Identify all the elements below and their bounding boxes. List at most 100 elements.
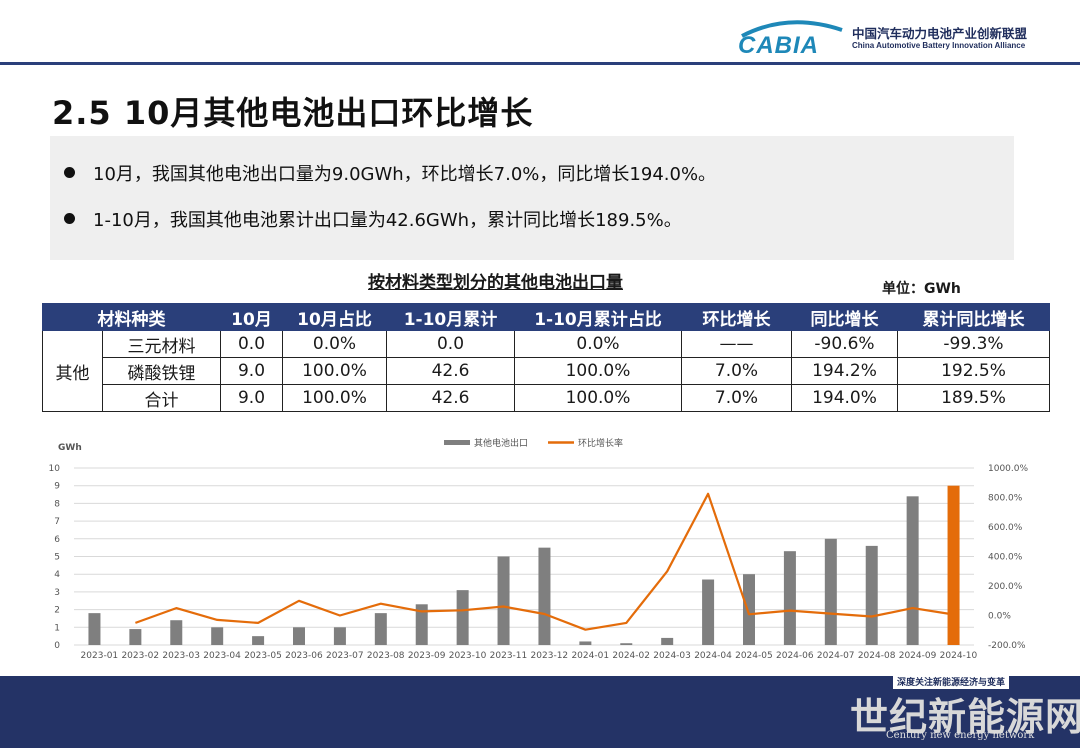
bar	[211, 627, 224, 645]
export-chart: 0 1 2 3 4 5 6 7 8 9 10 -200.0% 0.0% 200.0% 400.0% 600.0…	[40, 430, 1040, 666]
y-tick-label: 2	[54, 606, 60, 616]
x-tick-label: 2024-02	[612, 651, 650, 661]
bar	[170, 620, 183, 645]
bar	[129, 629, 142, 645]
bar	[865, 545, 878, 645]
cell: 192.5%	[897, 357, 1050, 385]
th-oct: 10月	[220, 303, 283, 331]
page-title: 2.5 10月其他电池出口环比增长	[52, 94, 534, 132]
y2-tick-label: 0.0%	[988, 612, 1011, 622]
th-material: 材料种类	[42, 303, 221, 331]
th-yoy: 同比增长	[791, 303, 898, 331]
bar	[252, 636, 265, 645]
y-tick-label: 6	[54, 535, 60, 545]
x-tick-label: 2024-06	[776, 651, 814, 661]
summary-box: 10月，我国其他电池出口量为9.0GWh，环比增长7.0%，同比增长194.0%…	[50, 136, 1014, 260]
table-row: 合计 9.0 100.0% 42.6 100.0% 7.0% 194.0% 18…	[43, 384, 1050, 412]
th-mom: 环比增长	[681, 303, 792, 331]
x-tick-label: 2024-07	[817, 651, 855, 661]
cell: 0.0	[220, 330, 283, 358]
y2-tick-label: -200.0%	[988, 641, 1026, 651]
y-tick-label: 10	[49, 464, 61, 474]
y-axis-label: GWh	[58, 443, 82, 453]
x-tick-label: 2023-04	[203, 651, 241, 661]
x-tick-label: 2024-04	[694, 651, 732, 661]
y-tick-label: 4	[54, 570, 60, 580]
y2-tick-label: 400.0%	[988, 553, 1023, 563]
th-oct-share: 10月占比	[282, 303, 387, 331]
table-unit: 单位：GWh	[882, 281, 961, 297]
cell: ——	[681, 330, 792, 358]
x-tick-label: 2023-10	[449, 651, 487, 661]
y-tick-label: 0	[54, 641, 60, 651]
x-tick-label: 2023-06	[285, 651, 323, 661]
y-tick-label: 9	[54, 482, 60, 492]
x-tick-label: 2024-08	[858, 651, 896, 661]
bar	[947, 485, 960, 645]
th-ytd-yoy: 累计同比增长	[897, 303, 1050, 331]
x-tick-label: 2023-09	[408, 651, 446, 661]
y-tick-label: 5	[54, 553, 60, 563]
bar	[415, 604, 428, 645]
bullet-dot-icon	[64, 213, 75, 224]
th-ytd: 1-10月累计	[386, 303, 515, 331]
bar	[661, 637, 674, 645]
cell: 0.0%	[514, 330, 682, 358]
bullet-text: 1-10月，我国其他电池累计出口量为42.6GWh，累计同比增长189.5%。	[93, 210, 682, 231]
bar	[333, 627, 346, 645]
legend-swatch-bar	[444, 440, 470, 445]
legend-label: 其他电池出口	[474, 437, 528, 449]
cell: 0.0	[386, 330, 515, 358]
cell: -90.6%	[791, 330, 898, 358]
cell: 三元材料	[102, 330, 221, 358]
watermark-tag: 深度关注新能源经济与变革	[893, 674, 1010, 689]
export-table: 材料种类 10月 10月占比 1-10月累计 1-10月累计占比 环比增长 同比…	[42, 303, 1050, 412]
bar	[538, 547, 551, 645]
cell: 9.0	[220, 357, 283, 385]
legend-label: 环比增长率	[578, 437, 623, 449]
x-tick-label: 2023-08	[367, 651, 405, 661]
x-tick-label: 2024-10	[940, 651, 978, 661]
org-name-cn: 中国汽车动力电池产业创新联盟	[852, 26, 1028, 41]
x-tick-label: 2024-05	[735, 651, 773, 661]
cell: 100.0%	[282, 357, 387, 385]
bar	[743, 574, 755, 645]
bar	[374, 613, 387, 645]
cell: 磷酸铁锂	[102, 357, 221, 385]
y-tick-label: 1	[54, 623, 60, 633]
cell: 42.6	[386, 384, 515, 412]
table-row: 磷酸铁锂 9.0 100.0% 42.6 100.0% 7.0% 194.2% …	[43, 357, 1050, 385]
bullet-dot-icon	[64, 167, 75, 178]
x-tick-label: 2023-11	[490, 651, 528, 661]
bar	[783, 551, 796, 645]
series-line	[135, 492, 954, 631]
y2-tick-label: 1000.0%	[988, 464, 1028, 474]
cell: 100.0%	[514, 357, 682, 385]
y2-tick-label: 800.0%	[988, 494, 1023, 504]
table-row: 其他 三元材料 0.0 0.0% 0.0 0.0% —— -90.6% -99.…	[42, 330, 1050, 412]
y-tick-label: 3	[54, 588, 60, 598]
logo-swoosh-icon	[741, 20, 843, 38]
org-name-en: China Automotive Battery Innovation Alli…	[852, 41, 1026, 50]
y-tick-label: 7	[54, 517, 60, 527]
y-tick-label: 8	[54, 499, 60, 509]
cell: 9.0	[220, 384, 283, 412]
watermark-logo: 世纪新能源网	[850, 694, 1080, 739]
logo-text: CABIA	[738, 32, 819, 59]
x-tick-label: 2023-02	[121, 651, 159, 661]
x-tick-label: 2023-05	[244, 651, 282, 661]
cabia-logo: CABIA 中国汽车动力电池产业创新联盟 China Automotive Ba…	[738, 14, 1068, 59]
bar	[88, 613, 101, 645]
x-tick-label: 2023-07	[326, 651, 364, 661]
bar	[702, 579, 715, 645]
table-header-row: 材料种类 10月 10月占比 1-10月累计 1-10月累计占比 环比增长 同比…	[42, 303, 1050, 331]
header-divider	[0, 62, 1080, 65]
x-tick-label: 2024-01	[571, 651, 609, 661]
x-tick-label: 2024-09	[899, 651, 937, 661]
th-ytd-share: 1-10月累计占比	[514, 303, 682, 331]
cell: 189.5%	[897, 384, 1050, 412]
summary-bullet: 10月，我国其他电池出口量为9.0GWh，环比增长7.0%，同比增长194.0%…	[64, 160, 716, 186]
y2-tick-label: 200.0%	[988, 582, 1023, 592]
chart-canvas: 0 1 2 3 4 5 6 7 8 9 10 -200.0% 0.0% 200.0% 400.0% 600.0…	[49, 437, 1029, 661]
bar	[906, 496, 919, 645]
